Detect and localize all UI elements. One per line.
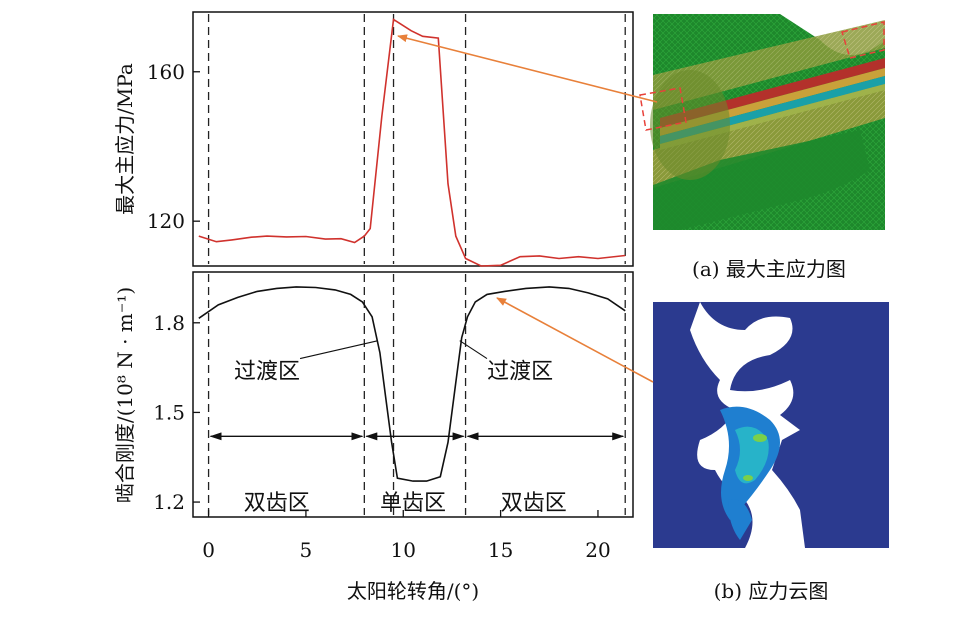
region-boundary-lines bbox=[207, 274, 626, 515]
stiffness-series-line bbox=[198, 286, 626, 482]
caption-a: (a) 最大主应力图 bbox=[692, 257, 846, 281]
stress-panel: 120 160 最大主应力/MPa bbox=[113, 11, 634, 267]
max-principal-stress-mesh-image bbox=[639, 14, 885, 230]
x-axis-label: 太阳轮转角/(°) bbox=[347, 579, 479, 603]
x-tick-label: 10 bbox=[391, 538, 416, 562]
callout-arrow-peak bbox=[397, 34, 658, 103]
region-label: 过渡区 bbox=[234, 360, 300, 385]
y-tick-label: 1.8 bbox=[153, 311, 185, 335]
transition-leader-lines bbox=[299, 340, 488, 360]
y-tick-label: 160 bbox=[147, 60, 185, 84]
region-boundary-lines bbox=[207, 14, 626, 264]
stress-y-axis: 120 160 bbox=[147, 60, 200, 233]
stiffness-y-axis: 1.2 1.5 1.8 bbox=[153, 311, 200, 514]
region-label: 单齿区 bbox=[380, 491, 446, 516]
y-tick-label: 120 bbox=[147, 209, 185, 233]
leader-line bbox=[299, 340, 379, 360]
callout-arrow-stiffness bbox=[496, 297, 654, 383]
stress-y-axis-label: 最大主应力/MPa bbox=[113, 63, 137, 215]
caption-b: (b) 应力云图 bbox=[714, 579, 829, 603]
stress-plot-frame bbox=[192, 11, 634, 267]
y-tick-label: 1.2 bbox=[153, 490, 185, 514]
x-tick-label: 20 bbox=[585, 538, 610, 562]
stress-series-line bbox=[198, 18, 626, 267]
leader-line bbox=[459, 340, 488, 360]
x-tick-label: 0 bbox=[202, 538, 215, 562]
region-label: 双齿区 bbox=[244, 491, 310, 516]
region-label: 过渡区 bbox=[487, 360, 553, 385]
x-axis: 0 5 10 15 20 bbox=[202, 510, 611, 562]
stiffness-plot-frame bbox=[192, 271, 634, 518]
x-tick-label: 15 bbox=[488, 538, 513, 562]
stress-contour-image bbox=[653, 302, 889, 548]
x-tick-label: 5 bbox=[300, 538, 313, 562]
y-tick-label: 1.5 bbox=[153, 400, 185, 424]
stiffness-y-axis-label: 啮合刚度/(10⁸ N · m⁻¹) bbox=[113, 287, 137, 503]
region-label: 双齿区 bbox=[501, 491, 567, 516]
